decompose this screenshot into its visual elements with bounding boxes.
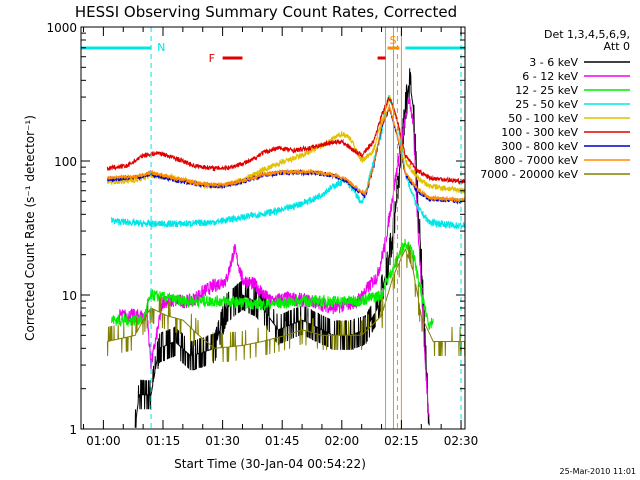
x-tick-label: 02:30: [444, 434, 479, 448]
y-tick-label: 10: [62, 289, 77, 303]
legend-label: 7000 - 20000 keV: [480, 168, 578, 181]
series-line: [134, 68, 430, 428]
x-axis-label: Start Time (30-Jan-04 00:54:22): [174, 457, 366, 471]
x-axis: 01:00 01:15 01:30 01:45 02:00 02:15 02:30: [83, 27, 479, 448]
x-tick-label: 01:00: [86, 434, 121, 448]
night-flag-label: N: [157, 41, 165, 54]
x-tick-label: 01:30: [205, 434, 240, 448]
legend-label: 100 - 300 keV: [501, 126, 578, 139]
legend-label: 12 - 25 keV: [515, 84, 578, 97]
x-tick-label: 02:00: [325, 434, 360, 448]
legend-label: 300 - 800 keV: [501, 140, 578, 153]
x-tick-label: 02:15: [384, 434, 419, 448]
series-line: [118, 95, 430, 417]
series-line: [106, 96, 466, 185]
y-axis: 1 10 100 1000: [46, 21, 465, 437]
saa-flag-label: S: [390, 34, 397, 47]
series-line: [106, 103, 466, 204]
legend-label: 6 - 12 keV: [522, 70, 578, 83]
legend-title-1: Det 1,3,4,5,6,9,: [544, 28, 630, 41]
legend-label: 25 - 50 keV: [515, 98, 578, 111]
series-line: [111, 238, 434, 330]
legend-label: 3 - 6 keV: [529, 56, 578, 69]
plot-area: N F S: [81, 27, 466, 429]
chart-title: HESSI Observing Summary Count Rates, Cor…: [75, 3, 457, 21]
legend-label: 800 - 7000 keV: [494, 154, 578, 167]
plot-frame: [80, 26, 466, 430]
y-tick-label: 100: [54, 155, 77, 169]
y-axis-label: Corrected Count Rate (s⁻¹ detector⁻¹): [23, 115, 37, 341]
x-tick-label: 01:15: [146, 434, 181, 448]
legend-label: 50 - 100 keV: [508, 112, 578, 125]
series-line: [106, 243, 466, 363]
x-tick-label: 01:45: [265, 434, 300, 448]
y-tick-label: 1000: [46, 21, 77, 35]
flare-flag-label: F: [209, 52, 215, 65]
y-tick-label: 1: [69, 423, 77, 437]
footer-timestamp: 25-Mar-2010 11:01: [560, 467, 637, 476]
legend-title-2: Att 0: [604, 40, 630, 53]
